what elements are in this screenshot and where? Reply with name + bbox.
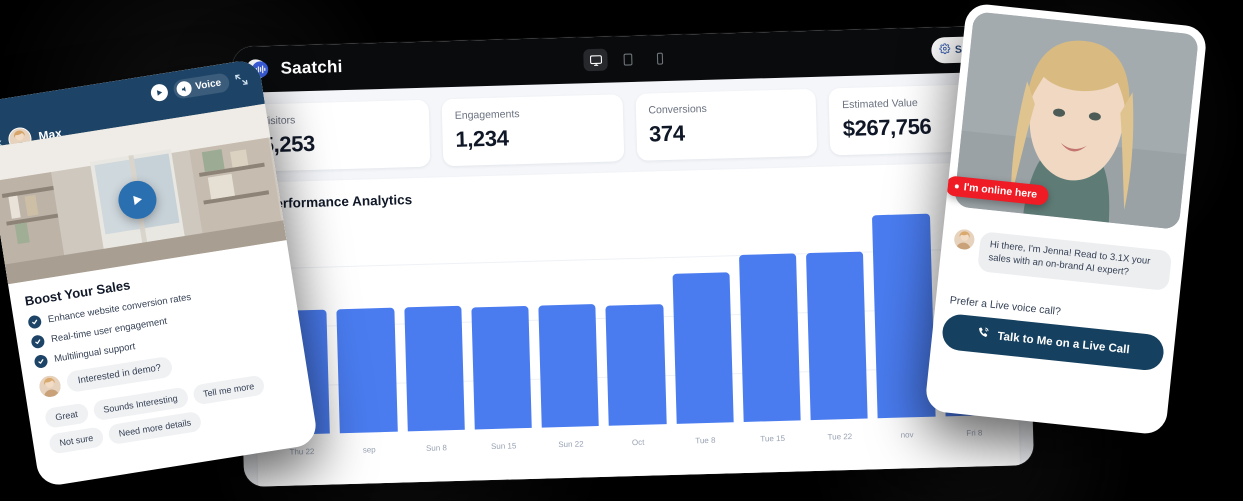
play-icon[interactable] [149,82,170,103]
quick-reply-chip[interactable]: Tell me more [191,374,266,406]
dashboard-window: Saatchi [232,25,1034,487]
bar-column [603,210,667,426]
bar-chart: Thu 22 sep Sun 8 Sun 15 Sun 22 Oct Tue 8 Tue 15… [267,201,1003,457]
widget-header-controls: Voice [0,69,250,128]
stat-label: Conversions [648,102,707,117]
feature-label: Multilingual support [53,341,137,365]
x-axis-tick-label: sep [362,445,376,455]
bar-column [670,208,734,424]
agent-portrait [953,11,1199,230]
bar[interactable] [672,272,734,424]
stat-label: Visitors [260,114,296,128]
stat-card: Conversions 374 [634,88,818,161]
bar[interactable] [738,253,801,422]
bar-series [267,201,1003,436]
agent-video[interactable] [953,11,1199,230]
bar-column [334,218,398,434]
feature-item: Real-time user engagement [30,297,283,350]
x-axis-labels: Thu 22 sep Sun 8 Sun 15 Sun 22 Oct Tue 8 Tue 15… [273,428,1003,457]
live-call-label: Talk to Me on a Live Call [996,330,1131,356]
x-axis-tick-label: nov [900,430,914,440]
avatar [953,228,976,251]
voice-label: Voice [194,77,223,93]
bar-column [738,206,801,422]
x-axis-tick-label: Oct [631,437,645,448]
bar-column [469,214,532,430]
bar-column [536,212,600,428]
bar[interactable] [403,305,465,432]
avatar [36,373,64,400]
brand-logo[interactable]: Saatchi [248,56,343,82]
live-call-button[interactable]: Talk to Me on a Live Call [940,312,1166,372]
bar[interactable] [471,305,532,430]
video-preview[interactable] [0,103,287,285]
check-icon [27,314,43,330]
device-preview-switcher[interactable] [583,47,672,72]
x-axis-tick-label: Tue 15 [760,433,786,444]
feature-item: Enhance website conversion rates [27,277,280,330]
speaker-icon [175,80,193,98]
bar-column [401,216,465,432]
widget-body: Boost Your Sales Enhance website convers… [8,240,315,465]
analytics-panel: Performance Analytics Thu 22 sep Sun 8 Sun … [249,161,1021,487]
stat-card: Visitors 5,253 [247,99,431,172]
gear-icon [938,41,950,59]
stat-label: Engagements [454,108,520,122]
feature-item: Multilingual support [33,316,287,369]
quick-reply-chip[interactable]: Not sure [48,426,105,455]
agent-message-row: Hi there, I'm Jenna! Read to 3.1X your s… [951,228,1173,291]
agent-widget: I'm online here Hi there, I'm Jenna! Rea… [924,2,1208,436]
agent-message: Hi there, I'm Jenna! Read to 3.1X your s… [977,231,1173,291]
agent-message-row: Interested in demo? [36,337,291,400]
phone-icon [976,325,991,344]
status-badge-label: I'm online here [963,181,1038,201]
status-dot-icon [954,184,960,189]
x-axis-tick-label: Fri 8 [966,428,983,438]
quick-reply-chip[interactable]: Great [43,402,90,429]
x-axis-tick-label: Sun 8 [425,443,448,453]
settings-button[interactable]: Settings [930,35,1007,64]
voice-toggle[interactable]: Voice [172,72,231,100]
x-axis-tick-label: Sun 22 [558,439,584,450]
play-circle-icon[interactable] [115,177,160,222]
bar[interactable] [605,304,667,426]
brand-name: Saatchi [280,57,343,78]
video-chat-widget: Voice ‹ Max [0,58,319,488]
bar[interactable] [538,304,600,428]
desktop-icon[interactable] [583,48,608,72]
stat-value: 5,253 [261,130,316,158]
bar[interactable] [336,307,398,434]
stat-value: 374 [648,120,685,147]
expand-arrows-icon[interactable] [234,72,250,88]
check-icon [33,354,49,369]
stat-value: 1,234 [455,125,509,152]
tablet-icon[interactable] [615,48,640,71]
stat-card: Engagements 1,234 [441,94,624,167]
x-axis-tick-label: Tue 22 [827,431,853,442]
mobile-icon[interactable] [647,47,672,70]
bar-column [805,205,869,421]
check-icon [30,334,46,350]
bar[interactable] [806,251,869,421]
x-axis-tick-label: Tue 8 [695,435,716,446]
x-axis-tick-label: Sun 15 [490,441,517,452]
